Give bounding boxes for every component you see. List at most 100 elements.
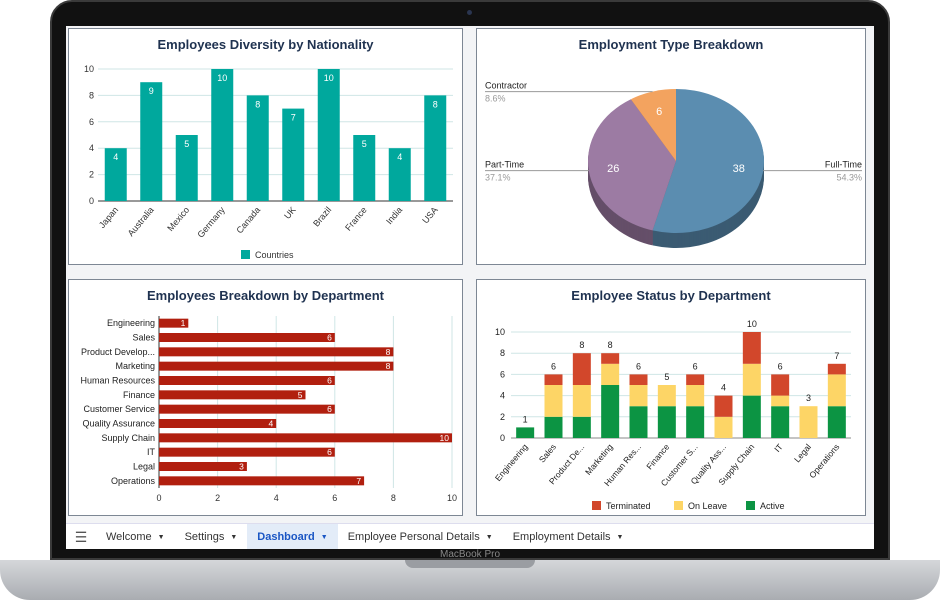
tab-settings[interactable]: Settings ▼ xyxy=(175,524,248,549)
x-tick-label: 2 xyxy=(215,493,220,503)
y-tick-label: IT xyxy=(147,447,156,457)
y-tick-label: 8 xyxy=(500,348,505,358)
data-label: 6 xyxy=(327,376,332,386)
tab-dashboard[interactable]: Dashboard ▼ xyxy=(247,524,338,549)
bar-segment xyxy=(572,416,591,438)
total-label: 5 xyxy=(664,372,669,382)
bar-segment xyxy=(601,353,620,364)
bar-segment xyxy=(516,427,535,438)
data-label: 4 xyxy=(268,419,273,429)
y-tick-label: 4 xyxy=(500,391,505,401)
legend-label: Countries xyxy=(255,250,294,260)
caret-down-icon[interactable]: ▼ xyxy=(320,533,328,541)
pie-slice xyxy=(630,89,676,161)
total-label: 8 xyxy=(608,340,613,350)
legend-swatch xyxy=(746,501,755,510)
y-tick-label: Sales xyxy=(132,333,155,343)
bar xyxy=(159,318,189,328)
data-label: 5 xyxy=(362,139,367,149)
department-hbar-chart: 0 2 4 6 8 10 1 Engineering 6 Sales 8 Product Develo… xyxy=(80,316,457,503)
x-tick-label: 4 xyxy=(274,493,279,503)
bar-segment xyxy=(742,395,761,438)
caret-down-icon[interactable]: ▼ xyxy=(616,533,624,541)
x-tick-label: Australia xyxy=(126,205,156,238)
bar-segment xyxy=(742,332,761,364)
bar-segment xyxy=(572,353,591,385)
x-tick-label: 6 xyxy=(332,493,337,503)
caret-down-icon[interactable]: ▼ xyxy=(230,533,238,541)
slice-name-label: Contractor xyxy=(485,81,527,91)
bar xyxy=(282,108,305,201)
y-tick-label: 8 xyxy=(89,90,94,100)
bar-segment xyxy=(686,385,705,407)
bar xyxy=(353,135,376,201)
data-label: 3 xyxy=(239,462,244,472)
slice-percent-label: 8.6% xyxy=(485,94,506,104)
chart-title: Employee Status by Department xyxy=(571,288,771,303)
x-tick-label: Canada xyxy=(234,205,262,236)
tab-employment-details[interactable]: Employment Details ▼ xyxy=(503,524,634,549)
total-label: 8 xyxy=(579,340,584,350)
x-tick-label: Legal xyxy=(792,442,813,464)
nationality-bar-chart: 0 2 4 6 8 10 4 Japan 9 Australia 5 Mexico 10 Germany 8… xyxy=(84,64,453,260)
tab-label: Settings xyxy=(184,531,225,543)
x-tick-label: UK xyxy=(282,205,298,221)
bar-segment xyxy=(714,395,733,417)
tab-label: Dashboard xyxy=(257,531,315,543)
y-tick-label: Product Develop... xyxy=(81,347,155,357)
y-tick-label: Finance xyxy=(123,390,155,400)
caret-down-icon[interactable]: ▼ xyxy=(485,533,493,541)
bar-segment xyxy=(827,363,846,375)
legend-swatch xyxy=(592,501,601,510)
slice-value-label: 38 xyxy=(733,163,745,175)
legend-swatch xyxy=(674,501,683,510)
slice-name-label: Part-Time xyxy=(485,160,524,170)
bar xyxy=(159,333,335,342)
bar xyxy=(159,462,247,471)
data-label: 8 xyxy=(433,99,438,109)
y-tick-label: 6 xyxy=(500,369,505,379)
x-tick-label: 0 xyxy=(156,493,161,503)
data-label: 6 xyxy=(327,404,332,414)
y-tick-label: Human Resources xyxy=(80,376,155,386)
menu-icon[interactable]: ☰ xyxy=(74,528,88,545)
bar-segment xyxy=(601,385,620,438)
tab-label: Employee Personal Details xyxy=(347,531,480,543)
bar-segment xyxy=(601,363,620,385)
x-tick-label: France xyxy=(343,205,369,233)
bar-segment xyxy=(686,406,705,438)
bar xyxy=(159,433,452,443)
data-label: 1 xyxy=(181,318,186,328)
bar-segment xyxy=(629,374,648,385)
y-tick-label: Customer Service xyxy=(83,404,155,414)
data-label: 8 xyxy=(386,347,391,357)
tab-welcome[interactable]: Welcome ▼ xyxy=(96,524,175,549)
tab-employee-personal-details[interactable]: Employee Personal Details ▼ xyxy=(338,524,503,549)
legend-label: On Leave xyxy=(688,501,727,511)
x-tick-label: IT xyxy=(772,442,785,454)
total-label: 10 xyxy=(747,319,757,329)
total-label: 4 xyxy=(721,383,726,393)
y-tick-label: Marketing xyxy=(115,361,155,371)
data-label: 6 xyxy=(327,447,332,457)
pie-slice xyxy=(588,99,676,231)
bar-segment xyxy=(771,395,790,407)
y-tick-label: 10 xyxy=(495,327,505,337)
camera xyxy=(467,10,472,15)
total-label: 1 xyxy=(523,414,528,424)
employment-type-panel: Employment Type Breakdown 38 Full-Time 54.… xyxy=(476,28,866,265)
total-label: 7 xyxy=(834,351,839,361)
x-tick-label: Finance xyxy=(644,442,671,472)
employment-type-pie: 38 Full-Time 54.3% 26 Part-Time 37.1% 6 Contrac… xyxy=(485,81,862,248)
caret-down-icon[interactable]: ▼ xyxy=(157,533,165,541)
bar xyxy=(424,95,447,201)
screen: Employees Diversity by Nationality 0 2 4 6 8… xyxy=(66,26,874,549)
y-tick-label: 6 xyxy=(89,117,94,127)
employee-status-panel: Employee Status by Department 0 2 4 6 8 10 1 En… xyxy=(476,279,866,516)
bar-segment xyxy=(544,374,563,385)
y-tick-label: Quality Assurance xyxy=(82,419,155,429)
data-label: 6 xyxy=(327,333,332,343)
total-label: 6 xyxy=(693,361,698,371)
bar xyxy=(175,135,198,201)
